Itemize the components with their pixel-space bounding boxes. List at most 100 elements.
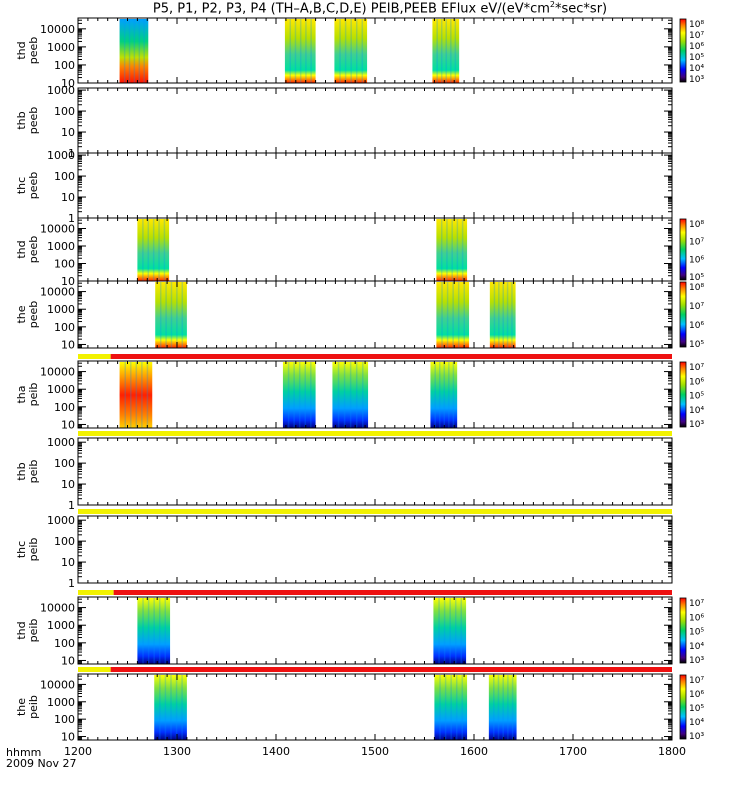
spectrogram-striation <box>460 598 463 664</box>
panel-1: 1000 100 10 1 thb peeb <box>15 84 673 160</box>
spectrogram-block <box>119 19 149 83</box>
spectrogram-striation <box>176 282 178 348</box>
panel-frame <box>77 152 673 219</box>
spectrogram-striation <box>130 362 132 428</box>
spectrogram-striation <box>446 282 449 348</box>
title-text: P5, P1, P2, P3, P4 (TH–A,B,C,D,E) PEIB,P… <box>152 1 550 17</box>
x-tick-label: 1400 <box>262 745 290 758</box>
y-tick-label: 10 <box>61 338 75 351</box>
spectrogram-block <box>434 675 468 740</box>
y-axis-label-product: peib <box>27 460 40 484</box>
x-tick-label: 1600 <box>460 745 488 758</box>
y-tick-label: 10000 <box>40 366 75 379</box>
spectrogram-striation <box>163 219 166 281</box>
y-tick-label: 100 <box>54 170 75 183</box>
colorbar-tick-label: 10⁷ <box>689 676 704 686</box>
colorbar-tick-label: 10⁷ <box>689 302 704 312</box>
spectrogram-block <box>332 362 369 428</box>
x-tick-label: 1300 <box>163 745 191 758</box>
spectrogram-striation <box>463 282 465 348</box>
spectrogram-striation <box>344 19 347 83</box>
spectrogram-striation <box>444 675 447 740</box>
spectrogram-striation <box>451 219 453 281</box>
spectrogram-striation <box>461 219 464 281</box>
y-tick-label: 1000 <box>47 436 75 449</box>
spectrogram-striation <box>147 598 150 664</box>
spectrogram-striation <box>159 675 161 740</box>
mode-bar-segment <box>113 590 672 595</box>
y-axis-label-product: peeb <box>27 301 40 329</box>
spectrogram-striation <box>450 675 452 740</box>
spectrogram-striation <box>443 598 446 664</box>
spectrogram-striation <box>498 282 500 348</box>
y-tick-label: 100 <box>54 59 75 72</box>
colorbar <box>679 597 687 664</box>
y-tick-label: 1000 <box>47 696 75 709</box>
spectrogram-striation <box>304 362 306 428</box>
spectrogram-striation <box>135 362 138 428</box>
spectrogram-striation <box>452 362 455 428</box>
y-tick-label: 1 <box>68 577 75 590</box>
colorbar-tick-label: 10⁷ <box>689 31 704 41</box>
spectrogram-striation <box>440 219 443 281</box>
colorbar <box>679 218 687 281</box>
x-tick-label: 1800 <box>658 745 686 758</box>
colorbar-tick-label: 10⁵ <box>689 53 704 63</box>
spectrogram-striation <box>287 362 290 428</box>
y-tick-label: 100 <box>54 713 75 726</box>
spectrogram-block <box>489 282 516 348</box>
spectrogram-striation <box>350 19 352 83</box>
mode-bar-segment <box>110 354 673 359</box>
spectrogram-striation <box>362 362 364 428</box>
y-axis-label-product: peib <box>27 695 40 719</box>
spectrogram-block <box>119 362 153 428</box>
y-tick-label: 1000 <box>47 149 75 162</box>
panel-8: 10000 1000 100 10 thd peib 10⁷ 10⁶ 10⁵ 10⁴ 10³ <box>15 590 704 667</box>
spectrogram-striation <box>170 675 172 740</box>
panel-frame <box>77 87 673 154</box>
y-tick-label: 100 <box>54 457 75 470</box>
spectrogram-striation <box>142 598 144 664</box>
y-tick-label: 10000 <box>40 286 75 299</box>
y-axis-label-probe: thc <box>15 541 28 558</box>
spectrogram-striation <box>452 282 454 348</box>
spectrogram-striation <box>506 282 509 348</box>
spectrogram-striation <box>355 19 358 83</box>
spectrogram-striation <box>153 598 155 664</box>
spectrogram-striation <box>443 362 446 428</box>
panel-frame <box>77 17 673 84</box>
y-tick-label: 10 <box>61 191 75 204</box>
y-axis-label-probe: the <box>15 698 28 716</box>
panel-frame <box>77 515 673 584</box>
spectrogram-striation <box>441 282 443 348</box>
y-tick-label: 1000 <box>47 619 75 632</box>
y-tick-label: 1000 <box>47 240 75 253</box>
spectrogram-striation <box>339 19 341 83</box>
spectrogram-striation <box>343 362 346 428</box>
panel-3: 10000 1000 100 10 thd peeb 10⁸ 10⁷ 10⁶ 10⁵ <box>15 217 704 288</box>
title-tail: *sec*sr) <box>555 1 608 17</box>
panel-frame <box>77 437 673 506</box>
spectrogram-striation <box>294 19 297 83</box>
y-tick-label: 100 <box>54 401 75 414</box>
y-tick-label: 10 <box>61 478 75 491</box>
y-axis-label-product: peeb <box>27 37 40 65</box>
spectrogram-block <box>432 19 460 83</box>
y-tick-label: 100 <box>54 258 75 271</box>
spectrogram-block <box>430 362 458 428</box>
colorbar-tick-label: 10⁶ <box>689 377 704 387</box>
colorbar-tick-label: 10⁴ <box>689 64 704 74</box>
y-tick-label: 10 <box>61 731 75 744</box>
colorbar-tick-label: 10⁶ <box>689 255 704 265</box>
spectrogram-striation <box>124 362 126 428</box>
panel-7: 1000 100 10 1 thc peib <box>15 509 673 590</box>
y-tick-label: 1000 <box>47 514 75 527</box>
y-tick-label: 1 <box>68 147 75 160</box>
y-tick-label: 100 <box>54 535 75 548</box>
x-tick-label: 1500 <box>361 745 389 758</box>
spectrogram-block <box>488 675 517 740</box>
spectrogram-striation <box>436 19 438 83</box>
y-axis-label-product: peeb <box>27 107 40 135</box>
colorbar-tick-label: 10⁴ <box>689 406 704 416</box>
mode-bar-segment <box>78 590 114 595</box>
